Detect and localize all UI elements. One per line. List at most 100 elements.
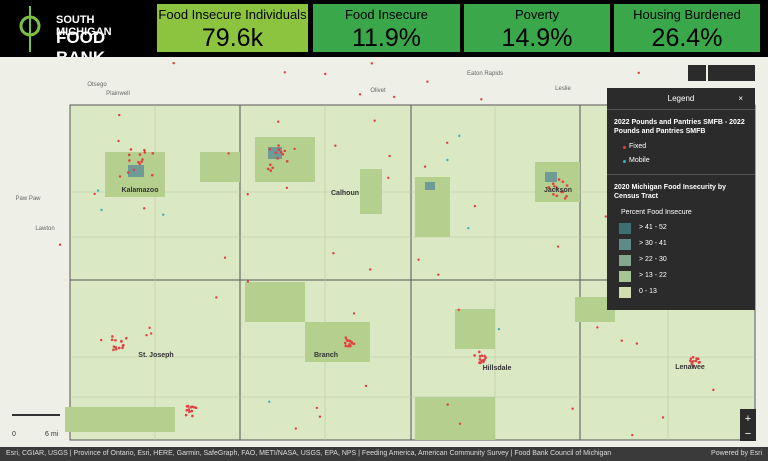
pantry-point (392, 95, 396, 99)
pantry-point (689, 359, 692, 363)
pantry-point (93, 192, 96, 196)
pantry-point (553, 184, 556, 188)
scale-bar: 0 6 mi (12, 414, 60, 438)
pantry-point (364, 384, 368, 388)
logo-line1: SOUTH MICHIGAN (56, 14, 112, 38)
kpi-value: 79.6k (201, 24, 264, 52)
pantry-point (369, 268, 372, 271)
pantry-point (332, 252, 335, 255)
pantry-point (604, 215, 607, 218)
pantry-point (150, 173, 154, 177)
pantry-point (437, 273, 440, 276)
pantry-point (373, 119, 376, 122)
pantry-point (268, 147, 272, 151)
pantry-point (277, 148, 281, 151)
pantry-point (318, 415, 322, 418)
pantry-point (277, 120, 280, 123)
pantry-point (347, 345, 350, 348)
pantry-point (691, 355, 695, 359)
map-tools[interactable]: +− (688, 65, 756, 441)
svg-text:+: + (745, 413, 751, 425)
pantry-point (324, 72, 327, 76)
kpi-label: Housing Burdened (633, 7, 741, 22)
pantry-point (148, 326, 151, 330)
pantry-point (194, 406, 197, 409)
pantry-point (172, 61, 175, 65)
pantry-point (561, 190, 565, 194)
kpi-label: Poverty (514, 7, 560, 22)
pantry-point (184, 413, 188, 417)
kpi-label: Food Insecure (344, 7, 429, 22)
pantry-point (551, 182, 555, 186)
legend-label: > 41 - 52 (639, 224, 667, 231)
pantry-point (215, 296, 218, 299)
pantry-point (426, 80, 429, 83)
logo-icon (19, 6, 41, 52)
pantry-point (349, 344, 352, 348)
place-label: Lawton (35, 226, 54, 232)
mobile-point (162, 213, 165, 216)
legend-label: 0 - 13 (639, 288, 657, 295)
pantry-point (151, 151, 155, 155)
pantry-point (555, 194, 559, 198)
legend-label: Fixed (629, 143, 647, 150)
kpi-card: Housing Burdened 26.4% (614, 4, 760, 52)
pantry-point (294, 427, 298, 430)
pantry-point (483, 358, 486, 361)
legend-ramp: > 41 - 52 > 30 - 41 > 22 - 30 > 13 - 22 0 - … (607, 220, 755, 300)
pantry-point (661, 416, 665, 419)
pantry-point (58, 243, 62, 246)
pantry-point (192, 405, 195, 409)
legend-label: > 13 - 22 (639, 272, 667, 279)
pantry-point (126, 171, 130, 174)
pantry-point (277, 144, 280, 147)
pantry-point (565, 184, 569, 187)
pantry-point (266, 167, 270, 171)
tract-shading (65, 137, 615, 440)
pantry-point (637, 71, 640, 75)
pantry-point (343, 341, 347, 345)
pantry-point (473, 354, 476, 357)
legend-item: Mobile (607, 154, 755, 168)
legend-close[interactable]: × (738, 94, 743, 103)
pantry-point (271, 166, 274, 170)
pantry-point (344, 344, 348, 348)
pantry-point (114, 345, 117, 349)
pantry-point (547, 185, 551, 189)
pantry-point (127, 153, 131, 157)
pantry-point (446, 403, 449, 406)
pantry-point (293, 147, 296, 151)
pantry-point (143, 151, 147, 154)
legend-label: Mobile (629, 157, 650, 164)
pantry-point (477, 350, 481, 354)
pantry-point (112, 348, 115, 352)
pantry-point (283, 71, 287, 74)
pantry-point (423, 165, 427, 168)
pantry-point (552, 193, 555, 196)
layer-subtitle: Percent Food Insecure (621, 209, 692, 216)
pantry-point (121, 346, 124, 350)
legend-item: 0 - 13 (607, 284, 755, 300)
logo: SOUTH MICHIGAN FOOD BANK (4, 6, 152, 67)
pantry-point (114, 348, 118, 351)
pantry-point (556, 245, 560, 248)
pantry-point (596, 326, 599, 329)
pantry-point (689, 357, 693, 360)
pantry-point (125, 336, 128, 340)
mobile-point (100, 208, 103, 212)
pantry-point (276, 157, 280, 160)
place-label: Eaton Rapids (467, 71, 503, 77)
pantry-point (691, 364, 695, 368)
pantry-point (387, 176, 390, 180)
pantry-point (140, 160, 143, 163)
pantry-point (445, 141, 449, 144)
legend-header: Legend × (607, 88, 755, 110)
mobile-point (268, 400, 271, 403)
pantry-point (281, 152, 285, 156)
pantry-point (555, 186, 559, 190)
legend-item: > 22 - 30 (607, 252, 755, 268)
pantry-point (138, 153, 142, 156)
pantry-point (280, 150, 283, 154)
pantry-point (120, 340, 123, 343)
